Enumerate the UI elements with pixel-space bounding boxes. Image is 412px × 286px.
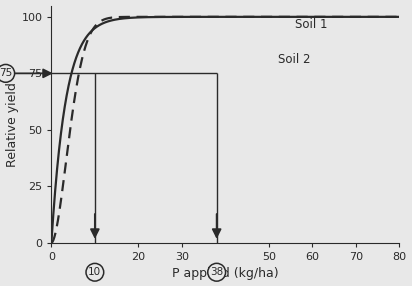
X-axis label: P applied (kg/ha): P applied (kg/ha) xyxy=(172,267,279,281)
Text: Soil 2: Soil 2 xyxy=(278,53,310,66)
Text: 75: 75 xyxy=(0,68,12,78)
Text: 38: 38 xyxy=(210,267,223,277)
Text: 10: 10 xyxy=(88,267,101,277)
Text: Soil 1: Soil 1 xyxy=(295,18,328,31)
Y-axis label: Relative yield: Relative yield xyxy=(5,82,19,167)
